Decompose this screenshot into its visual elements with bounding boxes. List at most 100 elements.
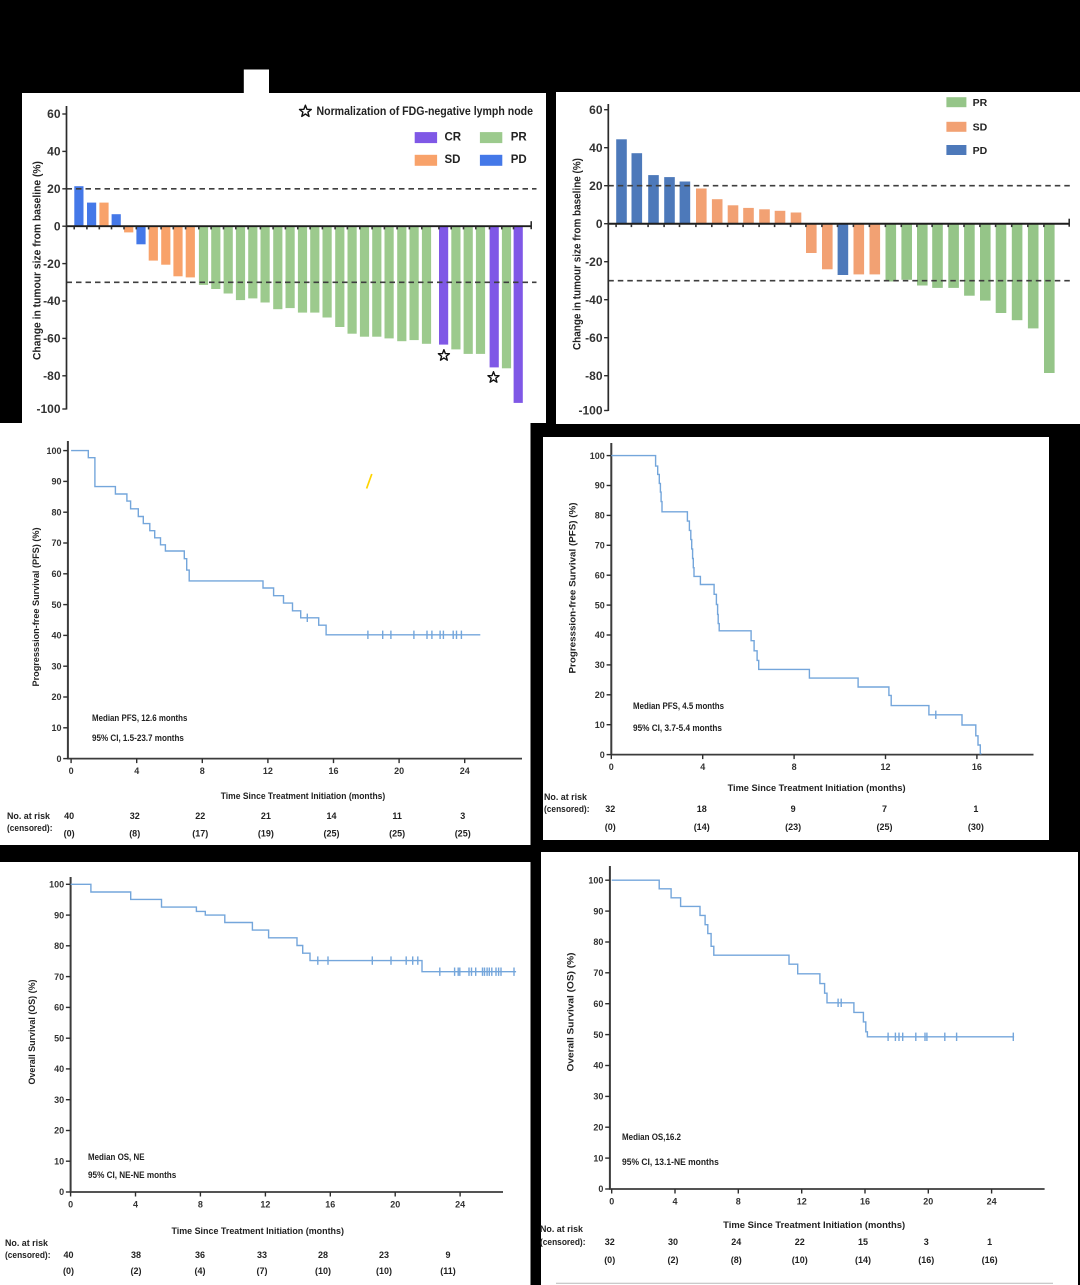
svg-text:90: 90 bbox=[595, 481, 605, 491]
svg-text:(17): (17) bbox=[192, 829, 208, 839]
svg-text:0: 0 bbox=[609, 1197, 614, 1207]
svg-text:60: 60 bbox=[51, 569, 61, 579]
svg-text:30: 30 bbox=[595, 660, 605, 670]
svg-text:30: 30 bbox=[593, 1092, 603, 1102]
svg-text:90: 90 bbox=[51, 477, 61, 487]
svg-text:36: 36 bbox=[195, 1250, 205, 1260]
svg-text:28: 28 bbox=[318, 1250, 328, 1260]
svg-text:10: 10 bbox=[51, 723, 61, 733]
svg-text:60: 60 bbox=[595, 570, 605, 580]
svg-text:32: 32 bbox=[605, 804, 615, 814]
svg-text:(2): (2) bbox=[131, 1266, 142, 1276]
svg-text:Time Since Treatment Initiatio: Time Since Treatment Initiation (months) bbox=[723, 1220, 905, 1230]
svg-text:0: 0 bbox=[59, 1187, 64, 1197]
svg-text:70: 70 bbox=[593, 968, 603, 978]
svg-text:(2): (2) bbox=[668, 1255, 679, 1265]
svg-text:(0): (0) bbox=[63, 1266, 74, 1276]
svg-text:20: 20 bbox=[51, 692, 61, 702]
svg-text:-80: -80 bbox=[43, 369, 61, 383]
svg-text:22: 22 bbox=[195, 811, 205, 821]
svg-text:20: 20 bbox=[390, 1200, 400, 1210]
svg-text:(0): (0) bbox=[604, 1255, 615, 1265]
svg-text:Time Since Treatment Initiatio: Time Since Treatment Initiation (months) bbox=[221, 791, 386, 801]
svg-text:3: 3 bbox=[460, 811, 465, 821]
svg-text:-40: -40 bbox=[585, 293, 603, 307]
svg-text:20: 20 bbox=[595, 690, 605, 700]
svg-text:100: 100 bbox=[49, 880, 64, 890]
svg-text:Overall Survival (OS) (%): Overall Survival (OS) (%) bbox=[565, 953, 575, 1072]
svg-text:9: 9 bbox=[445, 1250, 450, 1260]
svg-text:4: 4 bbox=[700, 762, 705, 772]
svg-text:-80: -80 bbox=[585, 369, 603, 383]
svg-text:50: 50 bbox=[54, 1033, 64, 1043]
svg-text:40: 40 bbox=[64, 811, 74, 821]
svg-text:(25): (25) bbox=[455, 829, 471, 839]
svg-text:(25): (25) bbox=[876, 822, 892, 832]
svg-text:60: 60 bbox=[54, 1003, 64, 1013]
svg-text:PD: PD bbox=[511, 154, 527, 166]
svg-text:-20: -20 bbox=[43, 257, 61, 271]
svg-text:(10): (10) bbox=[315, 1266, 331, 1276]
svg-text:90: 90 bbox=[593, 906, 603, 916]
svg-text:8: 8 bbox=[736, 1197, 741, 1207]
svg-text:12: 12 bbox=[263, 766, 273, 776]
svg-text:Time Since Treatment Initiatio: Time Since Treatment Initiation (months) bbox=[171, 1226, 344, 1236]
svg-text:15: 15 bbox=[858, 1237, 868, 1247]
svg-text:95% CI, 1.5-23.7 months: 95% CI, 1.5-23.7 months bbox=[92, 733, 184, 743]
svg-text:16: 16 bbox=[860, 1197, 870, 1207]
svg-text:60: 60 bbox=[589, 103, 603, 117]
svg-text:(0): (0) bbox=[605, 822, 616, 832]
svg-text:18: 18 bbox=[697, 804, 707, 814]
svg-text:-60: -60 bbox=[585, 331, 603, 345]
svg-text:12: 12 bbox=[797, 1197, 807, 1207]
svg-text:(11): (11) bbox=[440, 1266, 456, 1276]
svg-text:16: 16 bbox=[328, 766, 338, 776]
svg-text:-40: -40 bbox=[43, 294, 61, 308]
svg-text:Progresssion-free Survival (PF: Progresssion-free Survival (PFS) (%) bbox=[31, 528, 41, 687]
svg-text:23: 23 bbox=[379, 1250, 389, 1260]
svg-text:Median PFS, 12.6 months: Median PFS, 12.6 months bbox=[92, 713, 187, 723]
svg-text:8: 8 bbox=[792, 762, 797, 772]
svg-text:(30): (30) bbox=[968, 822, 984, 832]
svg-text:22: 22 bbox=[795, 1237, 805, 1247]
svg-text:10: 10 bbox=[54, 1156, 64, 1166]
svg-text:100: 100 bbox=[46, 446, 61, 456]
svg-text:21: 21 bbox=[261, 811, 271, 821]
svg-text:100: 100 bbox=[588, 875, 603, 885]
svg-text:(censored):: (censored): bbox=[540, 1237, 586, 1247]
svg-text:0: 0 bbox=[69, 766, 74, 776]
svg-text:Overall Survival (OS) (%): Overall Survival (OS) (%) bbox=[27, 980, 37, 1085]
svg-text:(14): (14) bbox=[855, 1255, 871, 1265]
svg-text:32: 32 bbox=[130, 811, 140, 821]
svg-text:9: 9 bbox=[791, 804, 796, 814]
svg-text:20: 20 bbox=[54, 1126, 64, 1136]
svg-text:12: 12 bbox=[880, 762, 890, 772]
svg-text:-20: -20 bbox=[585, 255, 603, 269]
svg-text:33: 33 bbox=[257, 1250, 267, 1260]
svg-text:50: 50 bbox=[593, 1030, 603, 1040]
svg-text:80: 80 bbox=[595, 511, 605, 521]
svg-text:4: 4 bbox=[133, 1200, 138, 1210]
svg-text:(23): (23) bbox=[785, 822, 801, 832]
svg-text:4: 4 bbox=[672, 1197, 677, 1207]
svg-text:0: 0 bbox=[54, 219, 61, 233]
svg-text:Change in tumour size from bas: Change in tumour size from baseline (%) bbox=[32, 161, 44, 360]
svg-text:20: 20 bbox=[394, 766, 404, 776]
svg-text:Change in tumour size from bas: Change in tumour size from baseline (%) bbox=[572, 158, 584, 350]
svg-text:40: 40 bbox=[51, 631, 61, 641]
svg-text:20: 20 bbox=[589, 179, 603, 193]
svg-text:0: 0 bbox=[600, 750, 605, 760]
svg-text:(10): (10) bbox=[792, 1255, 808, 1265]
svg-text:Median OS, NE: Median OS, NE bbox=[88, 1152, 145, 1162]
svg-text:80: 80 bbox=[54, 941, 64, 951]
svg-text:11: 11 bbox=[392, 811, 402, 821]
svg-text:(7): (7) bbox=[257, 1266, 268, 1276]
svg-text:(8): (8) bbox=[129, 829, 140, 839]
svg-text:PR: PR bbox=[973, 97, 988, 109]
svg-text:(16): (16) bbox=[918, 1255, 934, 1265]
svg-text:(4): (4) bbox=[195, 1266, 206, 1276]
svg-text:Progresssion-free Survival (PF: Progresssion-free Survival (PFS) (%) bbox=[567, 503, 577, 674]
svg-text:Median OS,16.2: Median OS,16.2 bbox=[622, 1132, 681, 1142]
svg-text:10: 10 bbox=[595, 720, 605, 730]
svg-text:-60: -60 bbox=[43, 332, 61, 346]
